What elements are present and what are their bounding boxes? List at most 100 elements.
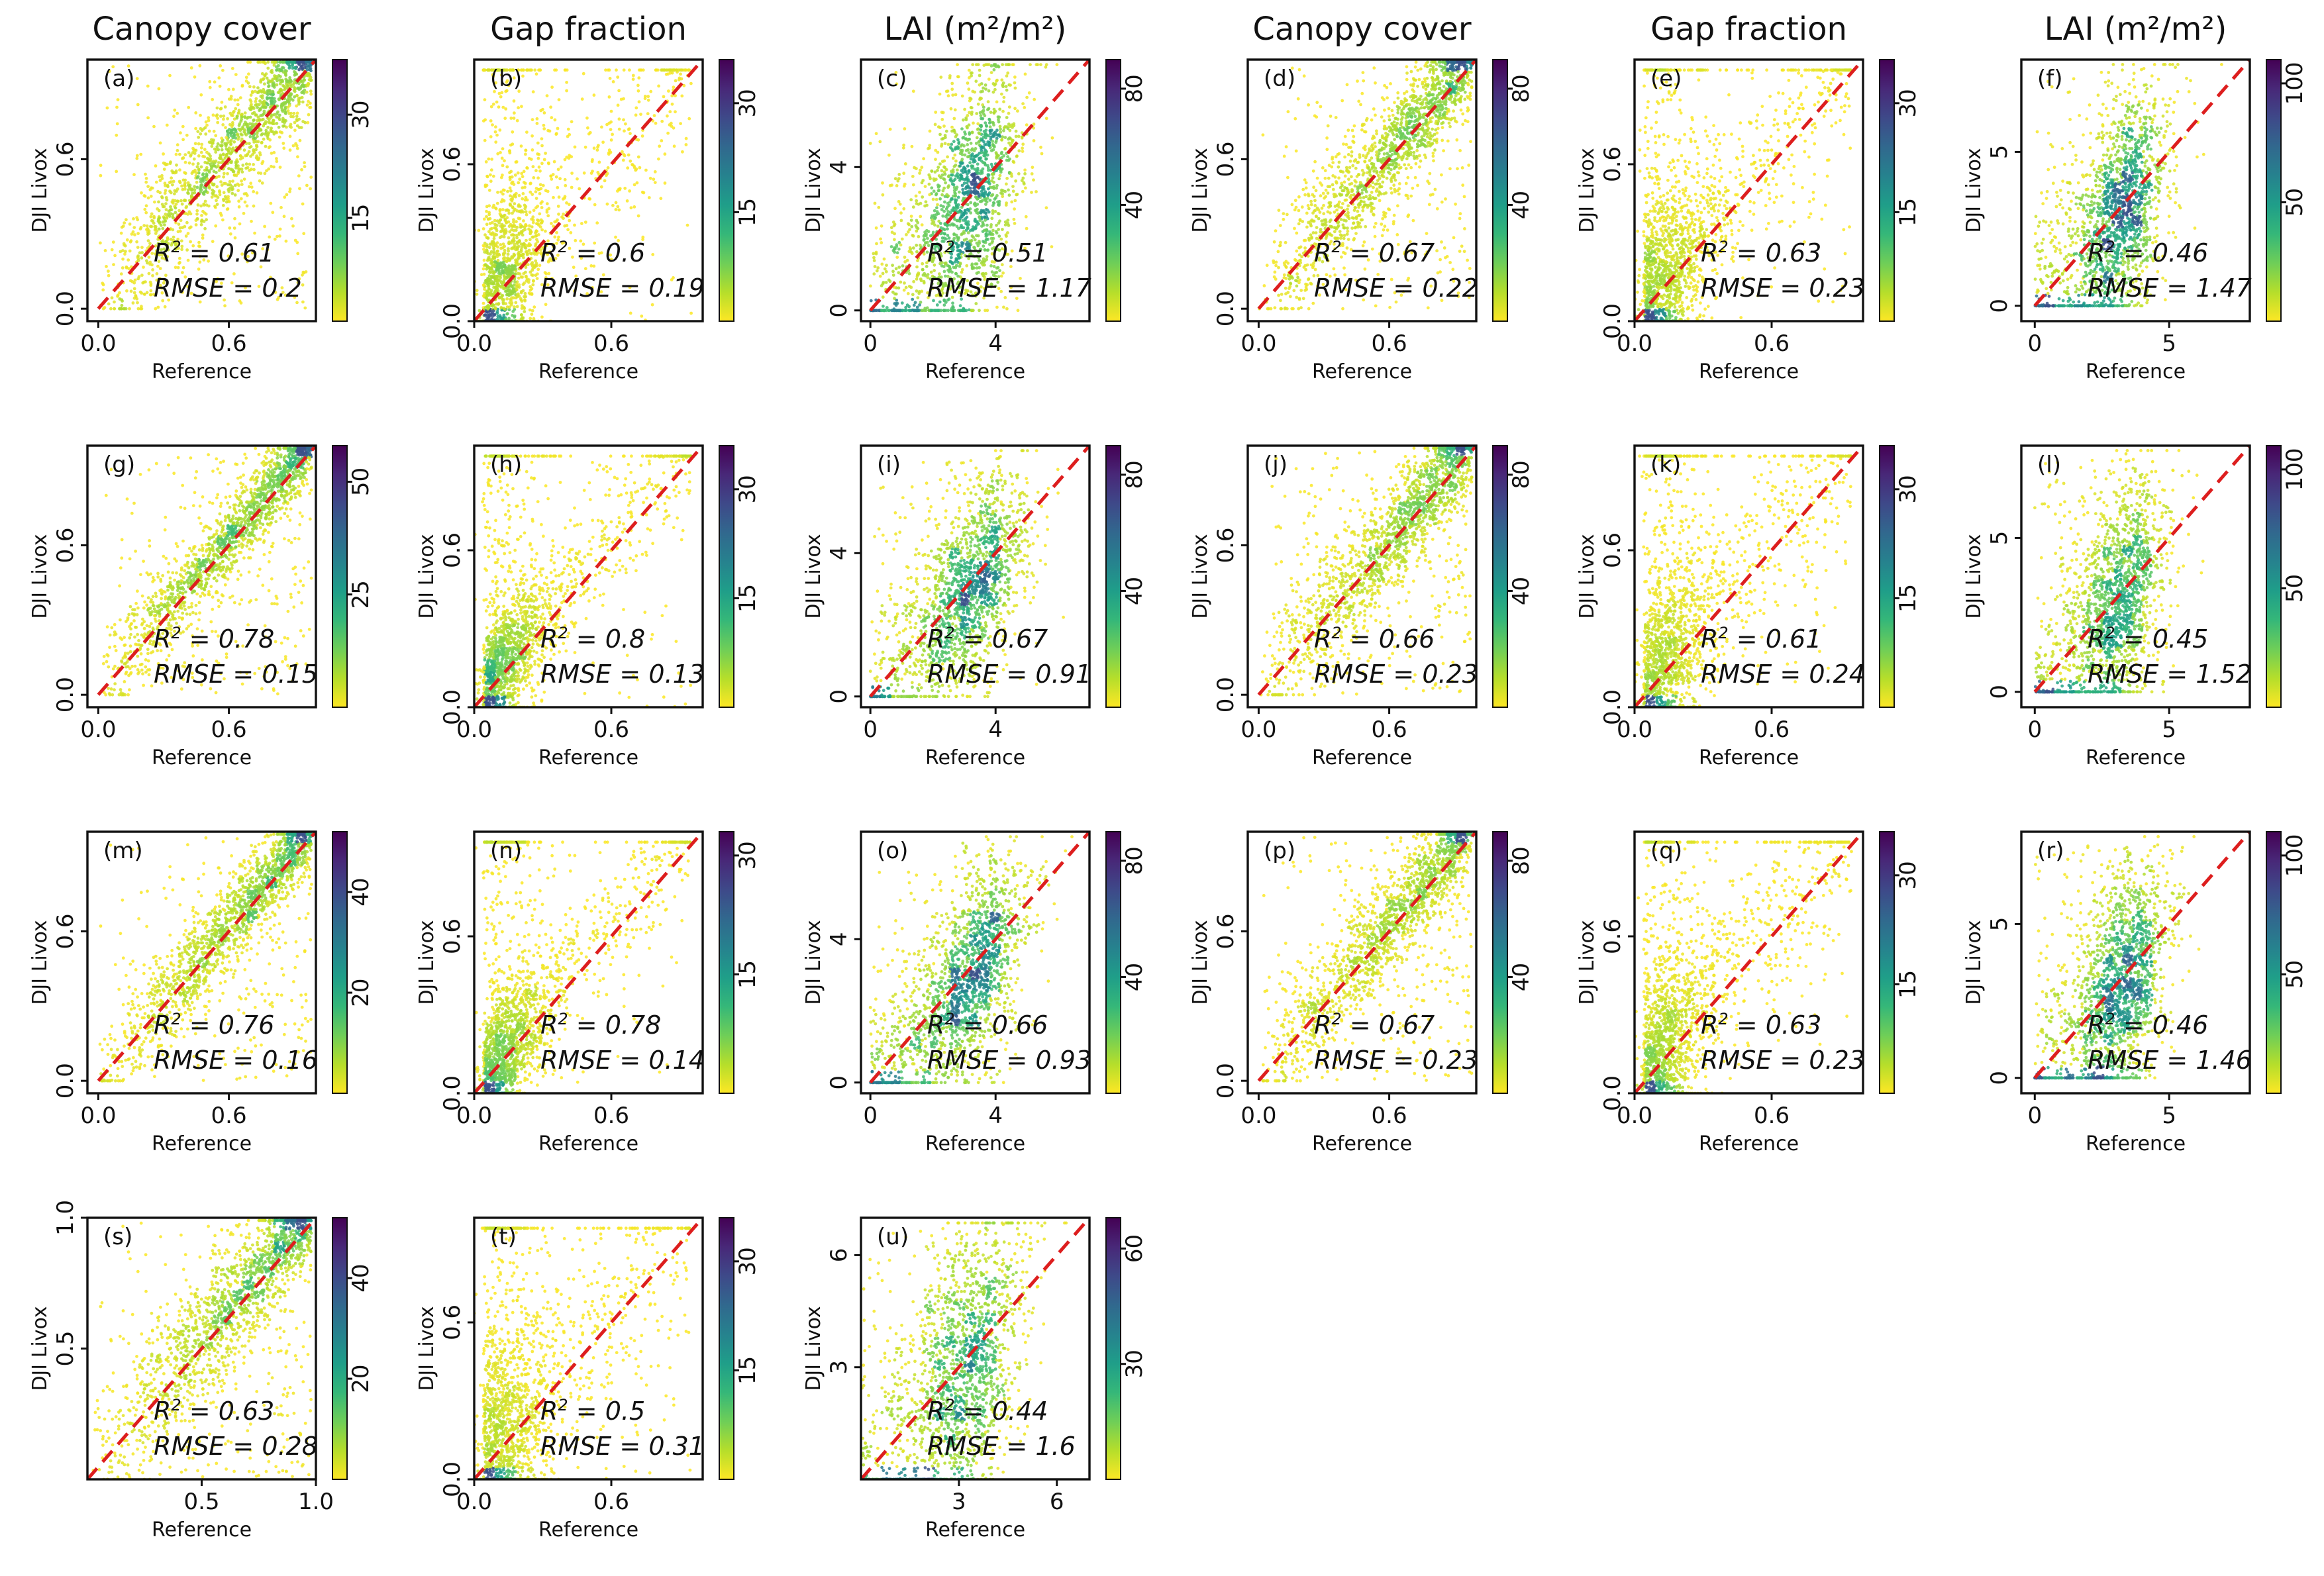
point xyxy=(987,173,991,177)
point xyxy=(541,107,544,111)
point xyxy=(521,283,525,286)
point xyxy=(546,239,550,243)
point xyxy=(132,291,136,295)
point xyxy=(305,183,309,187)
point xyxy=(203,199,207,203)
point xyxy=(510,228,514,232)
point xyxy=(902,288,906,292)
point xyxy=(189,291,193,295)
point xyxy=(979,114,983,118)
point xyxy=(593,203,597,207)
point xyxy=(481,301,485,305)
point xyxy=(107,273,111,277)
point xyxy=(199,188,203,192)
point xyxy=(890,183,893,187)
point xyxy=(666,131,670,135)
point xyxy=(507,264,511,268)
point xyxy=(921,195,925,199)
point xyxy=(237,170,240,173)
point xyxy=(938,197,942,201)
point xyxy=(998,173,1002,177)
point xyxy=(967,185,970,189)
point xyxy=(197,268,201,271)
point xyxy=(505,216,509,220)
point xyxy=(530,313,534,316)
point xyxy=(916,296,920,300)
point xyxy=(895,256,899,259)
point xyxy=(662,68,666,72)
point xyxy=(148,242,152,246)
point xyxy=(541,183,545,187)
point xyxy=(281,60,285,64)
point xyxy=(198,254,202,258)
point xyxy=(540,228,544,232)
point xyxy=(199,220,203,223)
point xyxy=(505,80,509,84)
point xyxy=(523,203,527,207)
point xyxy=(912,279,915,283)
point xyxy=(629,159,632,163)
point xyxy=(943,142,947,146)
point xyxy=(309,89,313,93)
point xyxy=(646,112,650,116)
point xyxy=(295,115,299,119)
point xyxy=(981,89,984,93)
point xyxy=(501,164,505,168)
point xyxy=(489,135,493,138)
point xyxy=(212,129,216,133)
point xyxy=(501,242,505,246)
point xyxy=(260,162,264,166)
point xyxy=(187,191,190,195)
point xyxy=(927,259,931,263)
colorbar-a xyxy=(332,60,347,321)
point xyxy=(295,118,299,121)
plot-frame-b xyxy=(473,58,704,322)
point xyxy=(177,256,181,260)
point xyxy=(309,187,312,191)
point xyxy=(552,195,555,199)
point xyxy=(942,165,946,169)
point xyxy=(562,213,565,216)
point xyxy=(295,104,298,108)
point xyxy=(499,315,503,319)
point xyxy=(962,181,966,185)
point xyxy=(614,201,618,205)
point xyxy=(284,112,287,115)
point xyxy=(511,256,515,260)
point xyxy=(227,149,230,153)
rmse-annotation: RMSE = 0.19 xyxy=(540,273,705,303)
y-tick-label: 0.0 xyxy=(52,291,79,326)
point xyxy=(183,224,187,228)
point xyxy=(500,156,504,160)
point xyxy=(1013,222,1017,225)
point xyxy=(949,107,953,111)
point xyxy=(1007,171,1011,174)
point xyxy=(238,96,242,100)
point xyxy=(546,161,550,165)
point xyxy=(172,216,176,220)
point xyxy=(144,204,148,208)
point xyxy=(915,305,919,309)
point xyxy=(539,201,543,205)
point xyxy=(546,214,550,218)
point xyxy=(970,148,974,152)
point xyxy=(231,179,234,183)
point xyxy=(617,238,620,242)
point xyxy=(521,316,525,320)
point xyxy=(297,277,301,281)
point xyxy=(259,80,263,84)
point xyxy=(595,221,599,225)
point xyxy=(211,160,215,164)
point xyxy=(187,210,191,214)
point xyxy=(275,122,279,125)
point xyxy=(205,123,209,127)
point xyxy=(219,161,223,165)
point xyxy=(186,285,189,289)
point xyxy=(923,185,927,188)
point xyxy=(921,262,925,266)
point xyxy=(260,72,264,75)
point xyxy=(513,202,517,205)
point xyxy=(522,256,525,260)
point xyxy=(301,83,305,87)
point xyxy=(616,205,620,209)
